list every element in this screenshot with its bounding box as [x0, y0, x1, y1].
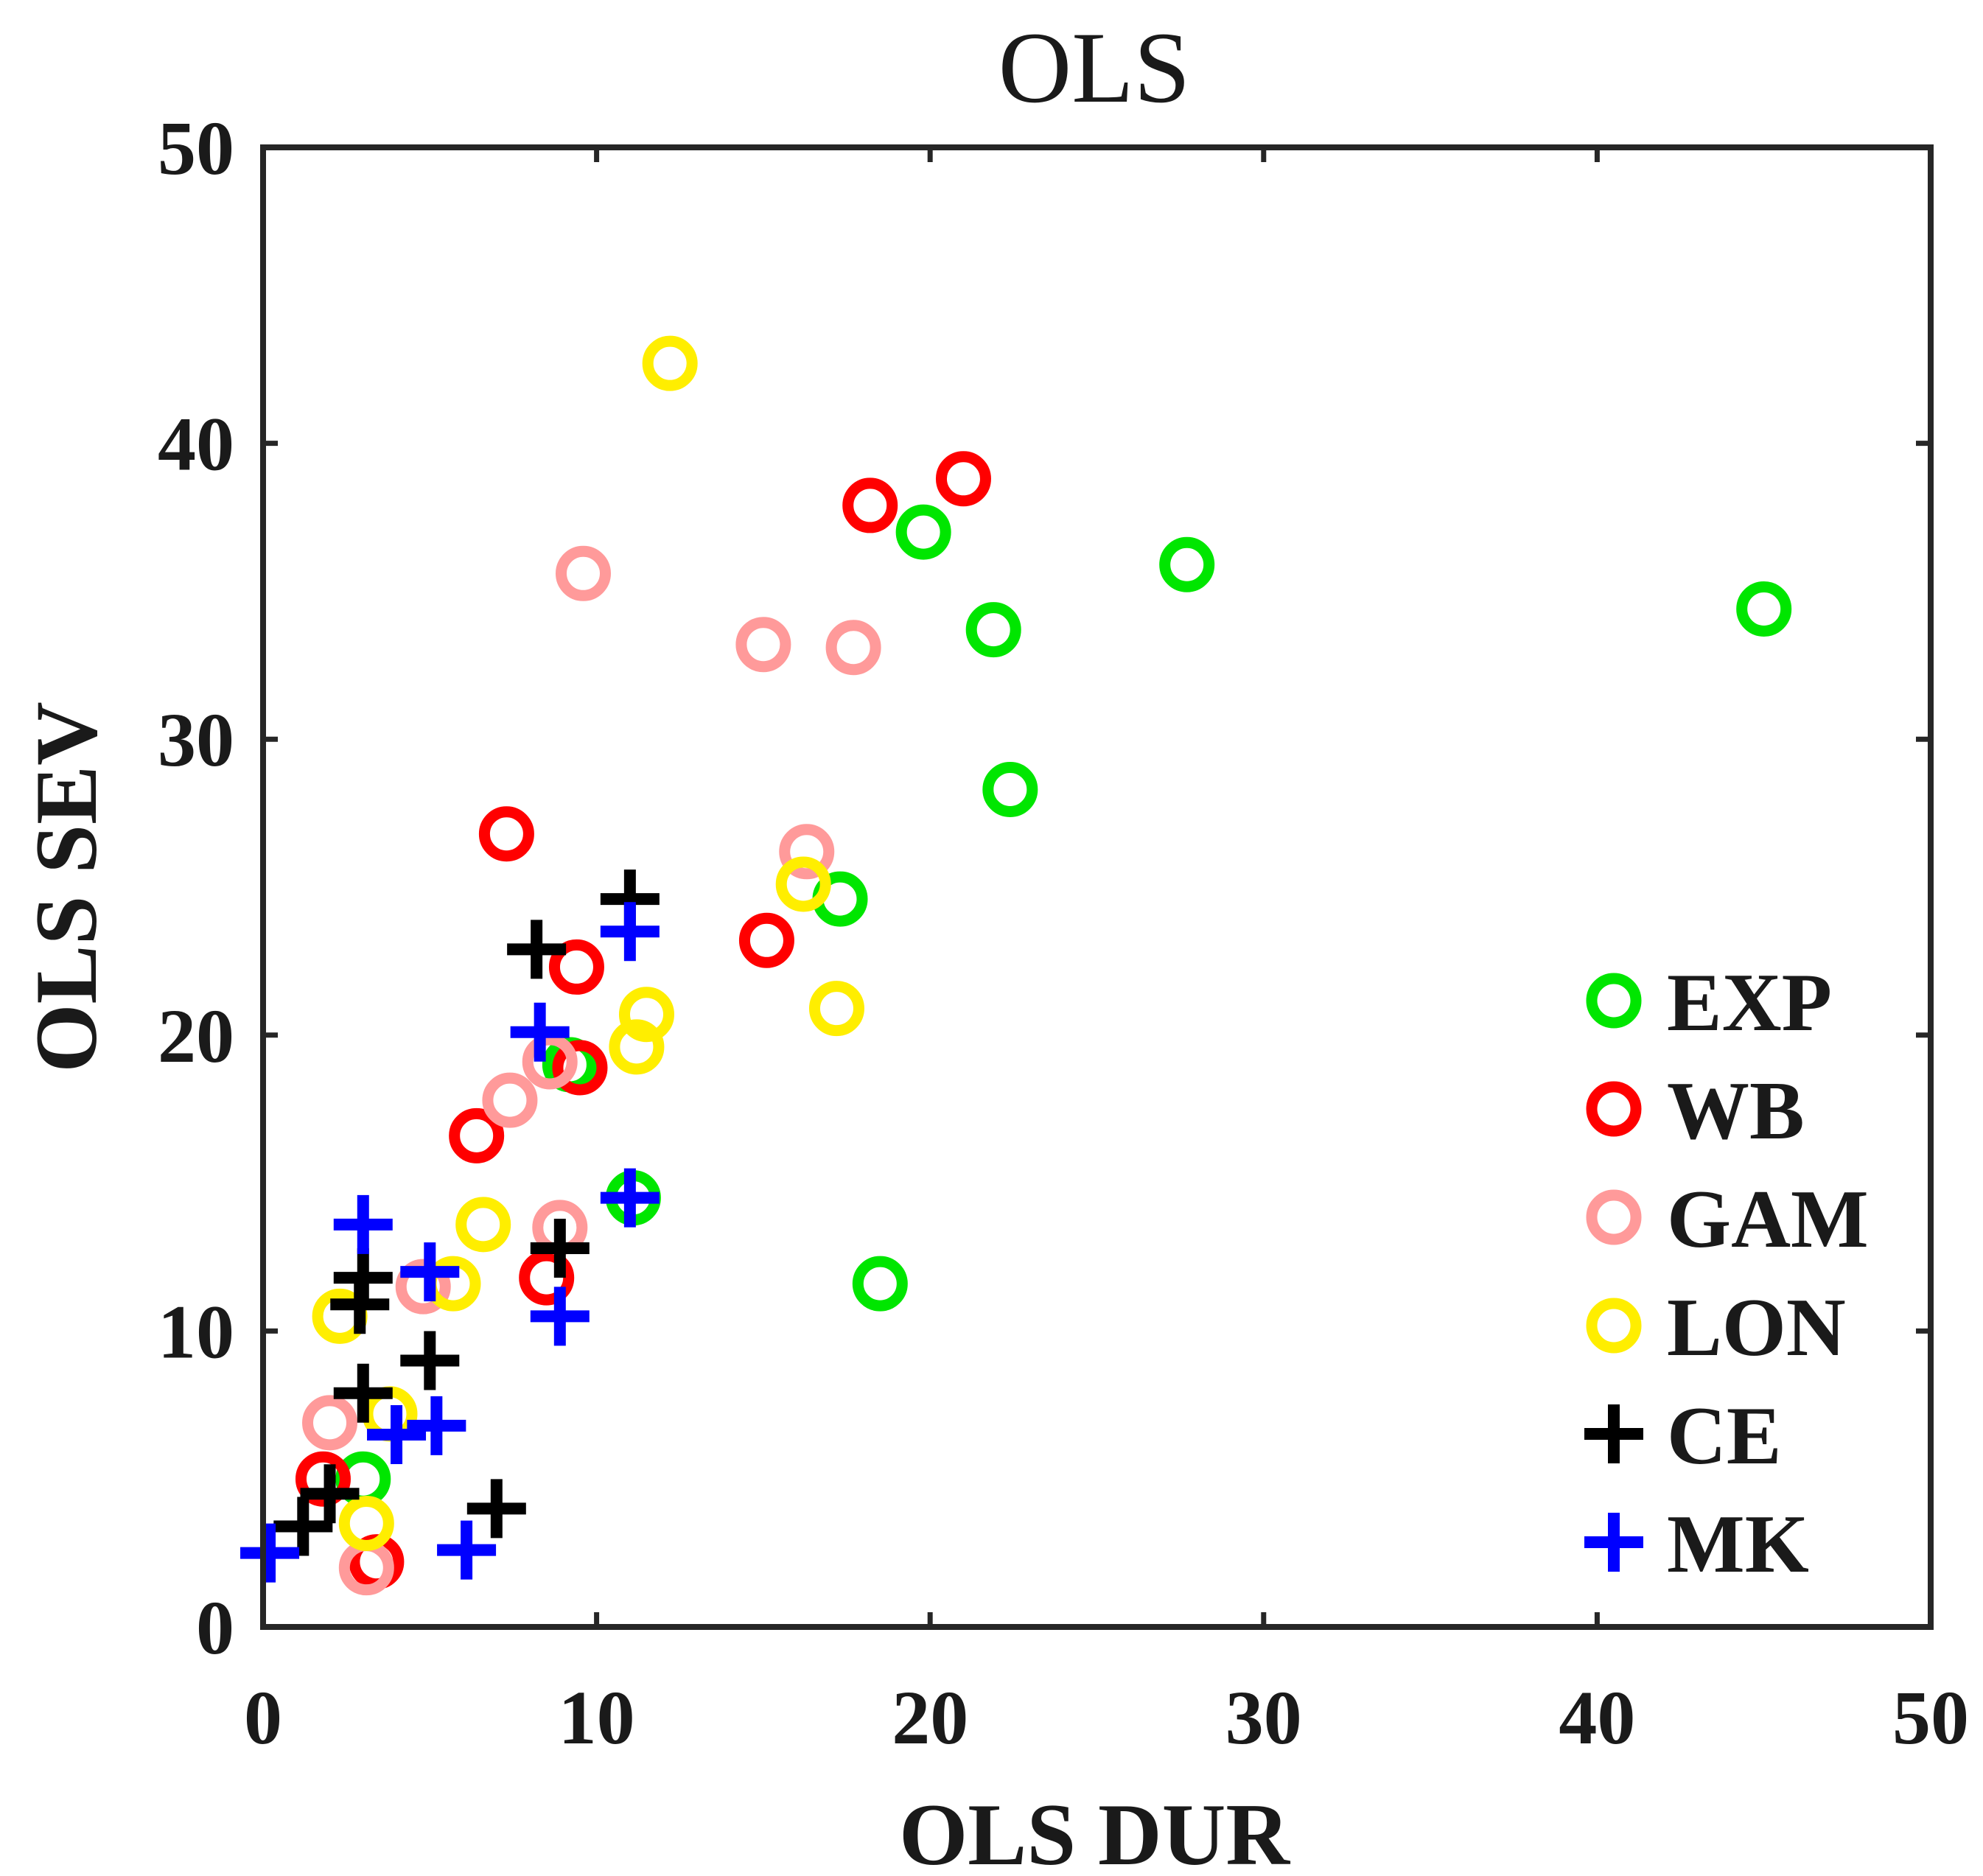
legend-label-mk: MK: [1667, 1499, 1809, 1590]
legend-marker-ce: [1584, 1404, 1643, 1463]
point-gam-5: [522, 1034, 578, 1090]
x-tick-label-0: 0: [244, 1676, 282, 1760]
point-ce-6: [333, 1363, 393, 1423]
point-exp-4: [982, 761, 1038, 817]
plot-frame: [260, 144, 1934, 1630]
point-exp-3: [1736, 581, 1792, 637]
point-mk-9: [437, 1520, 497, 1580]
x-axis-label: OLS DUR: [899, 1785, 1290, 1876]
legend-entry-gam: GAM: [1586, 1174, 1869, 1265]
point-exp-6: [852, 1256, 908, 1312]
y-tick-label-1: 10: [158, 1289, 234, 1374]
point-exp-0: [895, 504, 951, 560]
point-ce-5: [400, 1331, 460, 1390]
point-wb-8: [295, 1451, 351, 1507]
point-mk-3: [333, 1194, 393, 1254]
legend-label-lon: LON: [1667, 1282, 1846, 1373]
point-wb-0: [935, 451, 991, 507]
x-tick-label-4: 40: [1559, 1676, 1635, 1760]
point-ce-1: [507, 920, 567, 979]
y-tick-label-2: 20: [158, 994, 234, 1079]
point-wb-1: [842, 477, 898, 533]
y-tick-label-0: 0: [196, 1586, 234, 1670]
legend-marker-gam: [1586, 1189, 1642, 1245]
point-mk-8: [240, 1523, 300, 1583]
point-ce-8: [273, 1497, 333, 1556]
point-lon-0: [642, 335, 698, 391]
y-tick-label-3: 30: [158, 698, 234, 783]
point-gam-0: [555, 545, 611, 601]
x-tick-label-5: 50: [1892, 1676, 1969, 1760]
legend-marker-exp: [1586, 973, 1642, 1029]
point-lon-2: [808, 981, 864, 1037]
point-gam-2: [825, 620, 881, 676]
legend-marker-mk: [1584, 1513, 1643, 1572]
point-mk-7: [407, 1396, 466, 1455]
point-ce-2: [530, 1218, 590, 1278]
point-lon-3: [618, 987, 674, 1043]
point-lon-1: [775, 856, 831, 912]
legend-label-ce: CE: [1667, 1390, 1782, 1482]
y-tick-label-5: 50: [158, 106, 234, 191]
point-mk-5: [530, 1287, 590, 1346]
legend-entry-lon: LON: [1586, 1282, 1846, 1373]
y-tick-label-4: 40: [158, 402, 234, 487]
point-mk-2: [600, 1168, 660, 1228]
legend-marker-wb: [1586, 1081, 1642, 1137]
point-gam-3: [779, 824, 835, 880]
point-lon-9: [338, 1495, 394, 1551]
point-mk-4: [400, 1242, 460, 1302]
point-exp-1: [965, 602, 1021, 658]
point-wb-4: [548, 939, 604, 995]
point-wb-3: [738, 912, 794, 968]
legend-entry-wb: WB: [1586, 1065, 1805, 1157]
legend-entry-mk: MK: [1584, 1499, 1809, 1590]
x-tick-label-2: 20: [892, 1676, 968, 1760]
y-axis-label: OLS SEV: [17, 701, 115, 1073]
point-gam-8: [302, 1395, 358, 1451]
point-ce-7: [300, 1464, 360, 1524]
axis-ticks: 0 10 20 30 40 50 0 10 20 30 40 50: [158, 106, 1969, 1760]
point-mk-1: [510, 1002, 570, 1062]
point-ce-9: [466, 1479, 526, 1539]
legend: EXP WB GAM LON CE MK: [1584, 957, 1869, 1590]
legend-label-exp: EXP: [1667, 957, 1832, 1049]
legend-entry-exp: EXP: [1586, 957, 1832, 1049]
point-gam-7: [395, 1259, 451, 1315]
point-wb-2: [478, 806, 534, 862]
legend-label-wb: WB: [1667, 1065, 1805, 1157]
legend-entry-ce: CE: [1584, 1390, 1782, 1482]
point-ce-4: [330, 1275, 390, 1334]
point-lon-5: [455, 1197, 511, 1253]
legend-marker-lon: [1586, 1298, 1642, 1354]
data-marks: [240, 335, 1792, 1596]
chart-title: OLS: [999, 11, 1191, 124]
point-wb-5: [552, 1040, 608, 1096]
point-mk-0: [600, 902, 660, 962]
x-tick-label-3: 30: [1225, 1676, 1302, 1760]
point-gam-1: [735, 617, 791, 673]
point-exp-2: [1159, 536, 1215, 592]
legend-label-gam: GAM: [1667, 1174, 1869, 1265]
point-wb-6: [449, 1107, 505, 1163]
x-tick-label-1: 10: [559, 1676, 635, 1760]
point-gam-4: [482, 1072, 538, 1128]
point-mk-6: [367, 1404, 427, 1464]
point-wb-7: [519, 1250, 575, 1306]
point-lon-4: [609, 1019, 665, 1075]
